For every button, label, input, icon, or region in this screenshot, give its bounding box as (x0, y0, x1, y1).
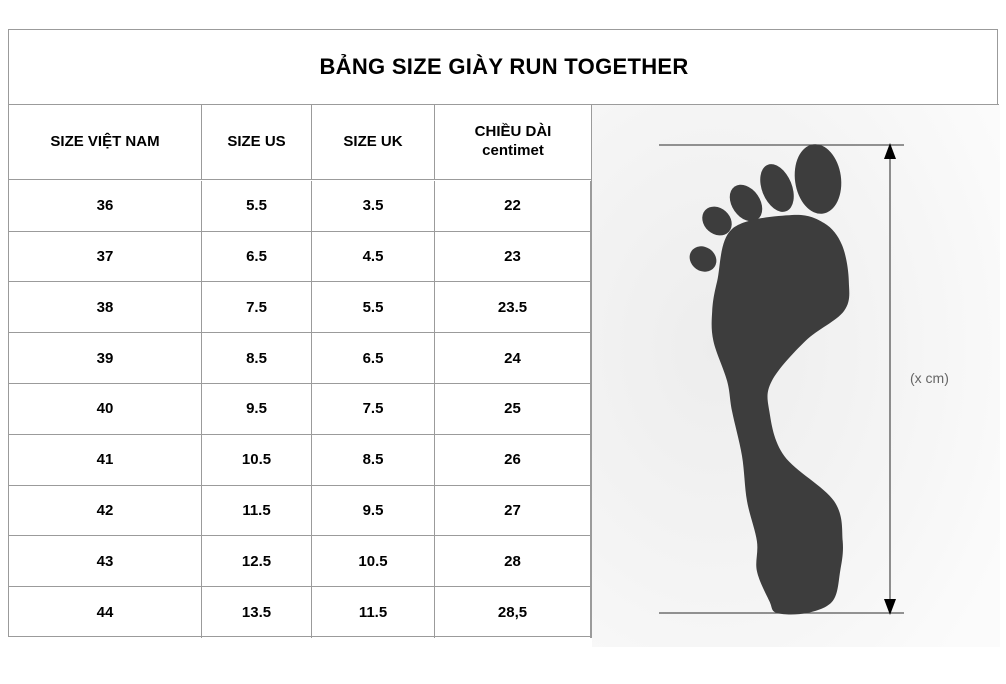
svg-text:(x cm): (x cm) (910, 370, 949, 386)
